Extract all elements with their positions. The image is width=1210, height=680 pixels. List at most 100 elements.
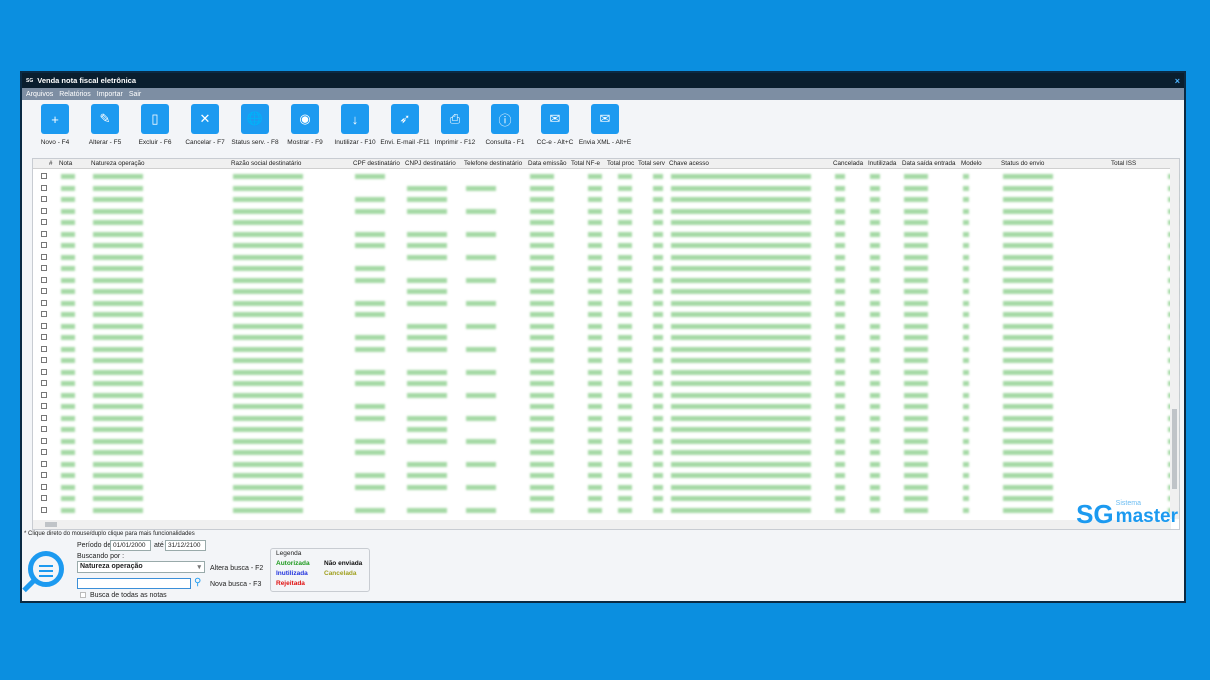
notes-grid[interactable]: # Nota Natureza operação Razão social desti…: [32, 158, 1180, 530]
table-row[interactable]: [33, 447, 1178, 459]
table-row[interactable]: [33, 252, 1178, 264]
row-checkbox[interactable]: [41, 483, 47, 490]
table-row[interactable]: [33, 436, 1178, 448]
menu-0[interactable]: Arquivos: [26, 90, 54, 98]
row-checkbox[interactable]: [41, 403, 47, 409]
table-row[interactable]: [33, 413, 1178, 425]
table-row[interactable]: [33, 378, 1178, 390]
row-checkbox[interactable]: [41, 242, 47, 248]
column-header[interactable]: Total serv: [638, 160, 665, 167]
row-checkbox[interactable]: [41, 380, 47, 386]
search-input[interactable]: [77, 578, 191, 589]
table-row[interactable]: [33, 206, 1178, 218]
menu-1[interactable]: Relatórios: [59, 90, 91, 98]
toolbar-button-6[interactable]: ↓ Inutilizar - F10: [330, 104, 380, 154]
column-header[interactable]: Chave acesso: [669, 160, 709, 167]
row-checkbox[interactable]: [41, 460, 47, 467]
table-row[interactable]: [33, 321, 1178, 333]
table-row[interactable]: [33, 344, 1178, 356]
column-header[interactable]: Total ISS: [1111, 160, 1137, 167]
table-row[interactable]: [33, 309, 1178, 321]
column-header[interactable]: Telefone destinatário: [464, 160, 523, 167]
row-checkbox[interactable]: [41, 184, 47, 191]
table-row[interactable]: [33, 286, 1178, 298]
row-checkbox[interactable]: [41, 368, 47, 375]
row-checkbox[interactable]: [41, 357, 47, 363]
table-row[interactable]: [33, 263, 1178, 275]
toolbar-button-8[interactable]: ⎙ Imprimir - F12: [430, 104, 480, 154]
toolbar-button-4[interactable]: 🌐 Status serv. - F8: [230, 104, 280, 154]
column-header[interactable]: Inutilizada: [868, 160, 897, 167]
toolbar-button-1[interactable]: ✎ Alterar - F5: [80, 104, 130, 154]
column-header[interactable]: Total proc: [607, 160, 635, 167]
toolbar-button-11[interactable]: ✉ Envia XML - Alt+E: [579, 104, 631, 154]
table-row[interactable]: [33, 171, 1178, 183]
busca-todas-checkbox[interactable]: [80, 592, 86, 598]
row-checkbox[interactable]: [41, 173, 47, 179]
table-row[interactable]: [33, 459, 1178, 471]
toolbar-button-5[interactable]: ◉ Mostrar - F9: [280, 104, 330, 154]
table-row[interactable]: [33, 355, 1178, 367]
table-row[interactable]: [33, 217, 1178, 229]
date-to-input[interactable]: 31/12/2100: [165, 540, 206, 551]
search-by-select[interactable]: Natureza operação ▾: [77, 561, 205, 573]
toolbar-button-0[interactable]: + Novo - F4: [30, 104, 80, 154]
search-button-icon[interactable]: ⚲: [194, 577, 202, 588]
row-checkbox[interactable]: [41, 426, 47, 432]
toolbar-button-3[interactable]: ✕ Cancelar - F7: [180, 104, 230, 154]
column-header[interactable]: CPF destinatário: [353, 160, 400, 167]
row-checkbox[interactable]: [41, 230, 47, 237]
table-row[interactable]: [33, 482, 1178, 494]
row-checkbox[interactable]: [41, 299, 47, 306]
table-row[interactable]: [33, 183, 1178, 195]
column-header[interactable]: #: [49, 160, 53, 167]
row-checkbox[interactable]: [41, 311, 47, 317]
date-from-input[interactable]: 01/01/2000: [110, 540, 151, 551]
row-checkbox[interactable]: [41, 495, 47, 501]
toolbar-button-7[interactable]: ➶ Envi. E-mail -F11: [380, 104, 430, 154]
horizontal-scrollbar[interactable]: [33, 520, 1171, 529]
toolbar-button-2[interactable]: ▯ Excluir - F6: [130, 104, 180, 154]
table-row[interactable]: [33, 470, 1178, 482]
row-checkbox[interactable]: [41, 506, 47, 513]
table-row[interactable]: [33, 424, 1178, 436]
row-checkbox[interactable]: [41, 207, 47, 214]
table-row[interactable]: [33, 493, 1178, 505]
row-checkbox[interactable]: [41, 437, 47, 444]
table-row[interactable]: [33, 390, 1178, 402]
row-checkbox[interactable]: [41, 322, 47, 329]
table-row[interactable]: [33, 505, 1178, 517]
column-header[interactable]: Status do envio: [1001, 160, 1045, 167]
toolbar-button-9[interactable]: ⓘ Consulta - F1: [480, 104, 530, 154]
column-header[interactable]: Razão social destinatário: [231, 160, 302, 167]
column-header[interactable]: Cancelada: [833, 160, 864, 167]
row-checkbox[interactable]: [41, 334, 47, 340]
row-checkbox[interactable]: [41, 449, 47, 455]
table-row[interactable]: [33, 275, 1178, 287]
column-header[interactable]: Natureza operação: [91, 160, 145, 167]
vertical-scrollbar[interactable]: [1170, 159, 1179, 519]
column-header[interactable]: Data emissão: [528, 160, 567, 167]
column-header[interactable]: Modelo: [961, 160, 982, 167]
row-checkbox[interactable]: [41, 391, 47, 398]
column-header[interactable]: CNPJ destinatário: [405, 160, 456, 167]
row-checkbox[interactable]: [41, 288, 47, 294]
column-header[interactable]: Total NF-e: [571, 160, 601, 167]
toolbar-button-10[interactable]: ✉ CC-e - Alt+C: [530, 104, 580, 154]
menu-3[interactable]: Sair: [128, 90, 142, 98]
row-checkbox[interactable]: [41, 219, 47, 225]
table-row[interactable]: [33, 194, 1178, 206]
table-row[interactable]: [33, 332, 1178, 344]
table-row[interactable]: [33, 240, 1178, 252]
table-row[interactable]: [33, 401, 1178, 413]
row-checkbox[interactable]: [41, 472, 47, 478]
row-checkbox[interactable]: [41, 253, 47, 260]
table-row[interactable]: [33, 298, 1178, 310]
row-checkbox[interactable]: [41, 345, 47, 352]
row-checkbox[interactable]: [41, 196, 47, 202]
table-row[interactable]: [33, 367, 1178, 379]
column-header[interactable]: Data saída entrada: [902, 160, 956, 167]
column-header[interactable]: Nota: [59, 160, 73, 167]
row-checkbox[interactable]: [41, 276, 47, 283]
row-checkbox[interactable]: [41, 414, 47, 421]
